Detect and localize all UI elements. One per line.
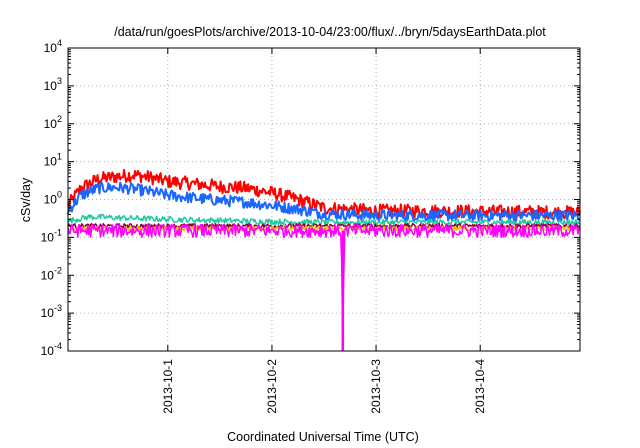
y-tick-label: 10-4 — [41, 341, 62, 358]
y-tick-label: 101 — [44, 152, 62, 169]
grid — [68, 48, 580, 351]
x-tick-label: 2013-10-4 — [473, 359, 487, 414]
series-line-5 — [67, 223, 581, 344]
y-tick-label: 102 — [44, 114, 62, 131]
y-tick-label: 10-1 — [41, 227, 62, 244]
y-tick-label: 10-3 — [41, 303, 62, 320]
y-tick-label: 104 — [44, 38, 62, 55]
x-tick-label: 2013-10-1 — [161, 359, 175, 414]
x-axis-label: Coordinated Universal Time (UTC) — [227, 430, 419, 444]
y-tick-label: 100 — [44, 190, 62, 207]
x-tick-label: 2013-10-2 — [265, 359, 279, 414]
x-tick-label: 2013-10-3 — [369, 359, 383, 414]
y-axis-label: cSv/day — [19, 177, 33, 222]
series-line-0 — [67, 168, 581, 220]
series-line-2 — [67, 213, 581, 226]
y-tick-label: 103 — [44, 76, 62, 93]
y-axis: 10-4 10-3 10-2 10-1 100 101 102 103 104 — [41, 38, 580, 358]
y-tick-label: 10-2 — [41, 265, 62, 282]
series-line-1 — [67, 181, 581, 223]
chart-title: /data/run/goesPlots/archive/2013-10-04/2… — [114, 25, 546, 39]
x-axis: 2013-10-1 2013-10-2 2013-10-3 2013-10-4 — [161, 48, 487, 414]
series-group — [67, 168, 581, 351]
